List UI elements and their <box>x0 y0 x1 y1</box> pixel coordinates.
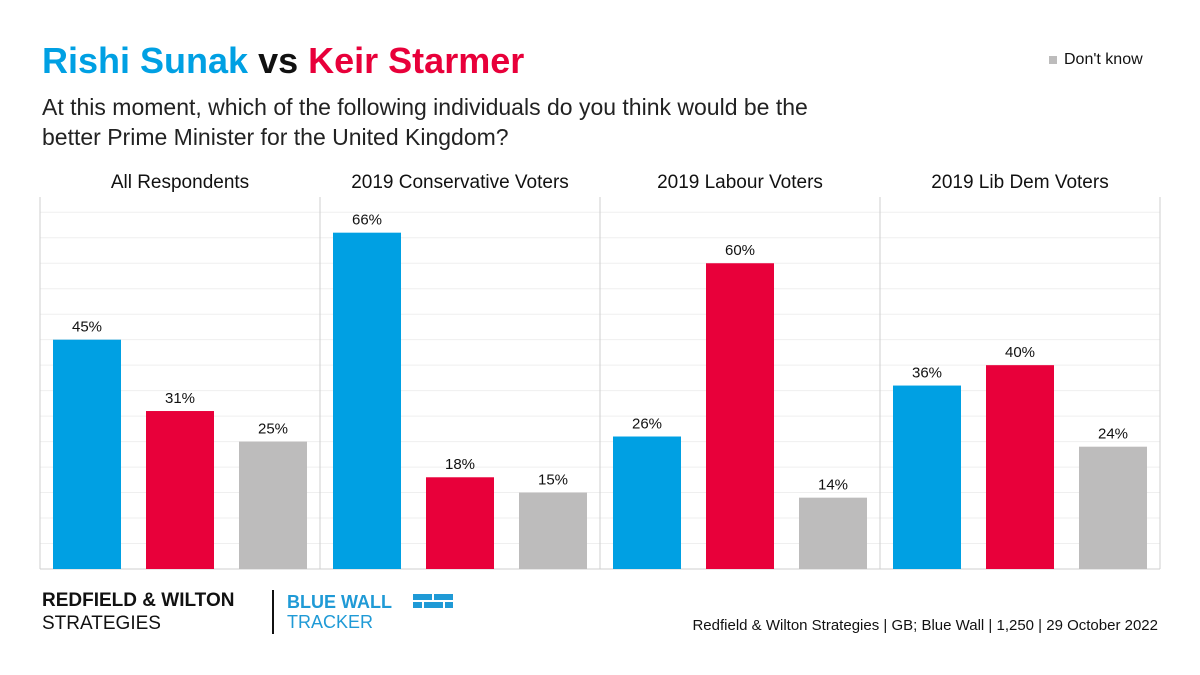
bar <box>613 436 681 569</box>
brick-icon <box>413 594 453 608</box>
panel-label: 2019 Conservative Voters <box>351 172 569 193</box>
bar <box>706 263 774 569</box>
value-label: 60% <box>725 242 755 259</box>
bar <box>146 411 214 569</box>
bar <box>893 385 961 569</box>
legend-label: Don't know <box>1064 51 1143 68</box>
value-label: 66% <box>352 212 382 229</box>
chart-title: Rishi Sunak vs Keir Starmer <box>42 40 524 82</box>
value-label: 40% <box>1005 344 1035 361</box>
bar <box>333 232 401 569</box>
subtitle: At this moment, which of the following i… <box>42 94 808 150</box>
bar <box>426 477 494 569</box>
value-label: 25% <box>258 421 288 438</box>
value-label: 31% <box>165 390 195 407</box>
bar <box>519 492 587 569</box>
panel-label: All Respondents <box>111 172 249 193</box>
logo-line2: STRATEGIES <box>42 613 161 634</box>
panel-label: 2019 Labour Voters <box>657 172 823 193</box>
bar <box>986 365 1054 569</box>
source: Redfield & Wilton Strategies | GB; Blue … <box>692 617 1158 634</box>
title-connector: vs <box>258 40 299 81</box>
bar <box>799 497 867 569</box>
value-label: 14% <box>818 477 848 494</box>
logo-line1: REDFIELD & WILTON <box>42 590 234 611</box>
value-label: 24% <box>1098 426 1128 443</box>
title-sunak: Rishi Sunak <box>42 40 249 81</box>
bar <box>53 339 121 569</box>
bar <box>239 441 307 569</box>
value-label: 15% <box>538 472 568 489</box>
value-label: 26% <box>632 415 662 432</box>
panel-label: 2019 Lib Dem Voters <box>931 172 1108 193</box>
value-label: 36% <box>912 365 942 382</box>
title-starmer: Keir Starmer <box>308 40 525 81</box>
tracker-line1: BLUE WALL <box>287 592 392 612</box>
value-label: 18% <box>445 456 475 473</box>
bar <box>1079 446 1147 569</box>
tracker-line2: TRACKER <box>287 612 373 632</box>
value-label: 45% <box>72 319 102 336</box>
legend-swatch <box>1049 56 1057 64</box>
